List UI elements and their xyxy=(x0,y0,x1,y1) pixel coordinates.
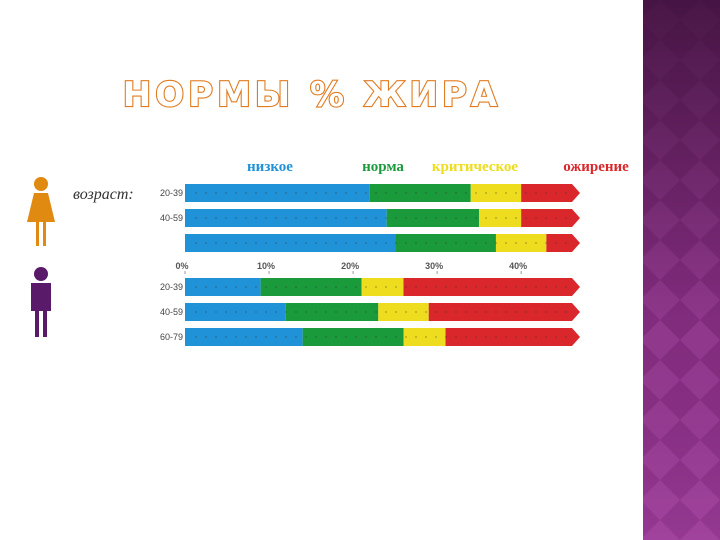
bar-segment xyxy=(546,234,580,252)
bar-segment xyxy=(185,184,370,202)
bar-segment xyxy=(403,328,446,346)
bar-segment xyxy=(495,234,547,252)
bar-segment xyxy=(185,328,303,346)
x-tick-label: 20% xyxy=(341,261,359,271)
bar-segment xyxy=(185,303,286,321)
legend-label: критическое xyxy=(432,159,519,175)
y-tick-label: 60-79 xyxy=(160,332,183,342)
bar-segment xyxy=(395,234,496,252)
bar-segment xyxy=(470,184,522,202)
bar-segment xyxy=(378,303,429,321)
bar-segment xyxy=(445,328,580,346)
bar-segment xyxy=(521,184,580,202)
strip-notch xyxy=(635,150,643,382)
x-tick-label: 0% xyxy=(175,261,188,271)
bar-segment xyxy=(521,209,580,227)
y-tick-label: 20-39 xyxy=(160,282,183,292)
bar-segment xyxy=(369,184,471,202)
bar-segment xyxy=(185,234,396,252)
bar-segment xyxy=(285,303,379,321)
bar-segment xyxy=(479,209,522,227)
side-shade xyxy=(643,0,720,540)
chart-title: НОРМЫ % ЖИРА xyxy=(123,75,501,115)
y-tick-label: 20-39 xyxy=(160,188,183,198)
bar-segment xyxy=(361,278,404,296)
legend-label: ожирение xyxy=(563,159,629,175)
bar-segment xyxy=(260,278,362,296)
bar-segment xyxy=(185,278,261,296)
x-tick-label: 10% xyxy=(257,261,275,271)
bar-segment xyxy=(428,303,580,321)
axis-label: возраст: xyxy=(73,186,134,203)
y-tick-label: 40-59 xyxy=(160,213,183,223)
male-icon xyxy=(31,267,51,337)
female-icon xyxy=(27,177,55,246)
x-tick-label: 30% xyxy=(425,261,443,271)
bar-segment xyxy=(403,278,580,296)
y-tick-label: 40-59 xyxy=(160,307,183,317)
x-tick-label: 40% xyxy=(509,261,527,271)
legend-label: норма xyxy=(362,159,404,175)
legend-label: низкое xyxy=(247,159,293,175)
bar-segment xyxy=(185,209,387,227)
bar-segment xyxy=(386,209,480,227)
bar-segment xyxy=(302,328,404,346)
